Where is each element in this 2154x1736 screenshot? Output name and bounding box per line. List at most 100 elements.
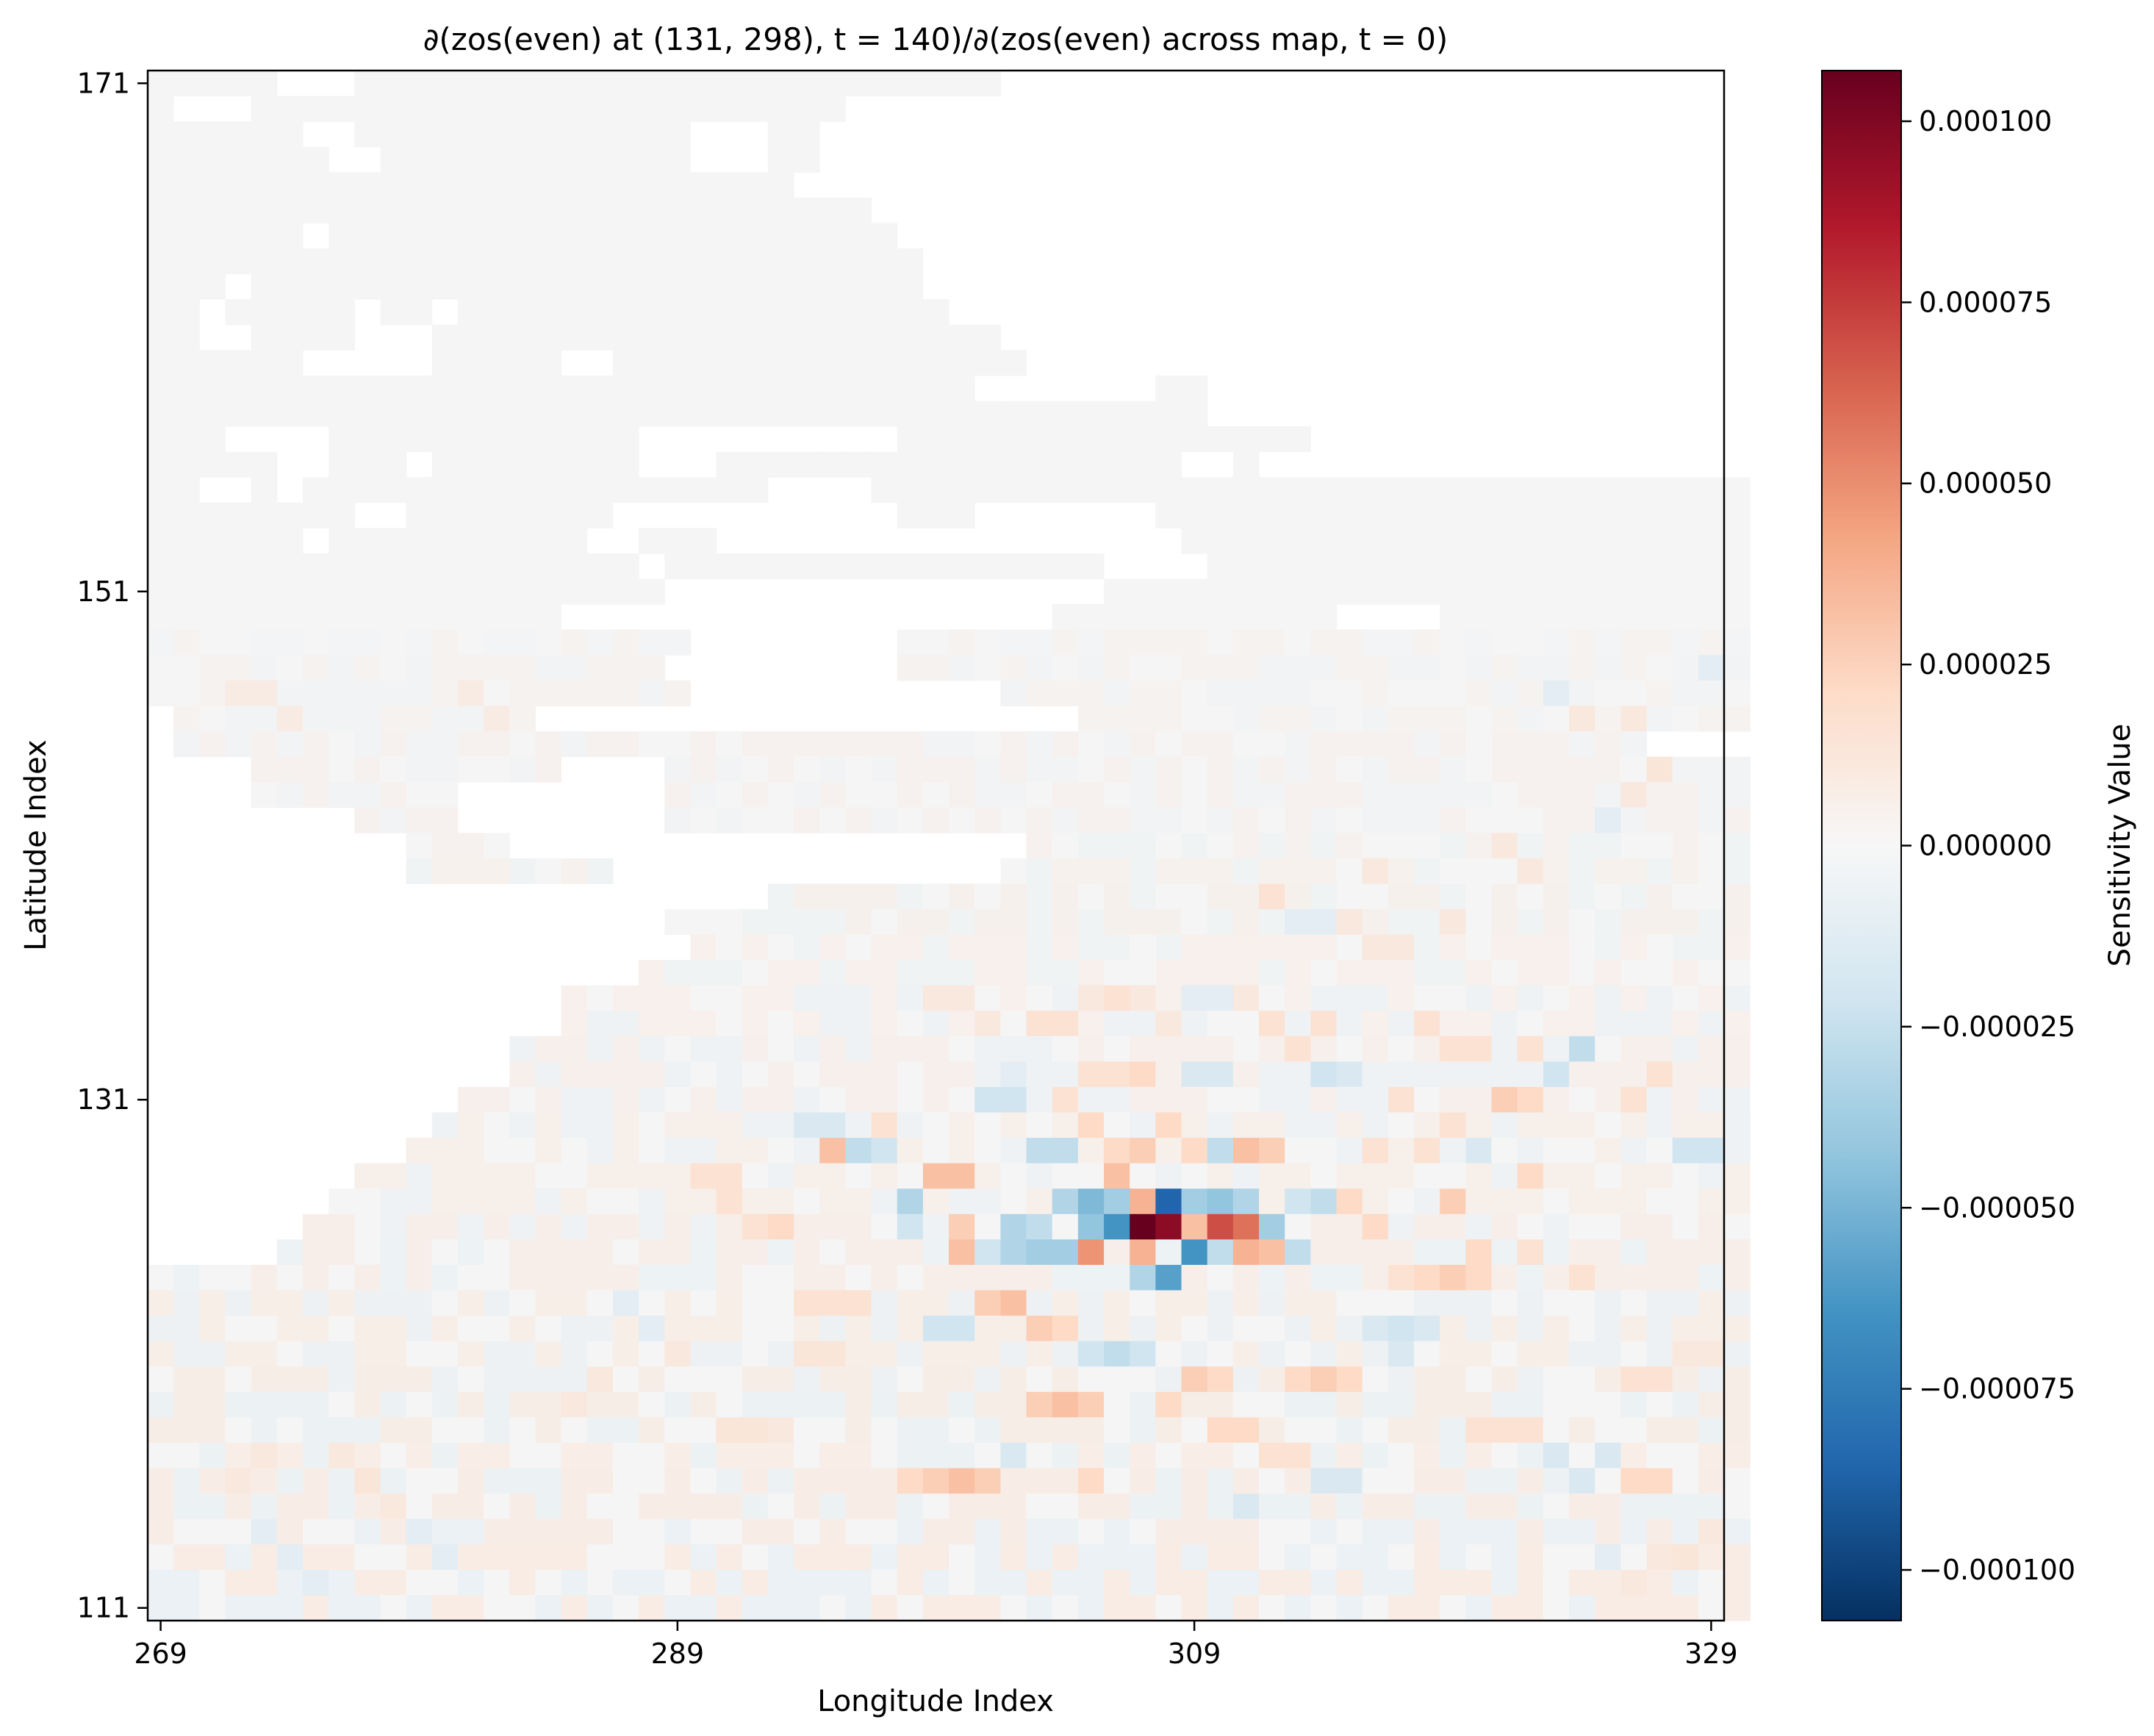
heatmap-cell (767, 1036, 794, 1062)
heatmap-cell (1310, 1290, 1338, 1316)
heatmap-cell (1026, 1366, 1053, 1393)
heatmap-cell (251, 96, 278, 122)
heatmap-cell (767, 1316, 794, 1342)
heatmap-cell (845, 1036, 872, 1062)
heatmap-cell (664, 756, 692, 783)
heatmap-cell (819, 1138, 847, 1164)
heatmap-cell (1620, 706, 1648, 732)
heatmap-cell (509, 528, 536, 554)
heatmap-cell (1465, 1188, 1493, 1215)
heatmap-cell (897, 1290, 924, 1316)
heatmap-cell (1491, 908, 1518, 936)
heatmap-cell (1310, 1518, 1338, 1545)
heatmap-cell (1310, 1366, 1338, 1393)
heatmap-cell (1440, 1569, 1466, 1596)
heatmap-cell (1207, 1468, 1234, 1494)
heatmap-cell (1232, 960, 1260, 986)
heatmap-cell (1620, 985, 1648, 1011)
heatmap-cell (329, 1264, 355, 1291)
heatmap-cell (561, 985, 588, 1011)
heatmap-cell (1155, 1595, 1182, 1621)
heatmap-cell (561, 121, 588, 148)
heatmap-cell (509, 756, 536, 783)
heatmap-cell (1672, 553, 1699, 580)
heatmap-cell (1310, 528, 1338, 554)
heatmap-cell (1259, 782, 1285, 808)
heatmap-cell (561, 858, 588, 884)
heatmap-cell (767, 960, 794, 986)
heatmap-cell (509, 1239, 536, 1266)
heatmap-cell (1595, 1213, 1621, 1240)
heatmap-cell (1414, 1163, 1440, 1189)
heatmap-cell (1620, 731, 1648, 758)
colorbar-tick-label: 0.000025 (1919, 648, 2052, 681)
heatmap-cell (225, 680, 252, 706)
heatmap-cell (664, 1366, 692, 1393)
heatmap-cell (509, 858, 536, 884)
heatmap-cell (1052, 1493, 1079, 1520)
heatmap-cell (1362, 782, 1389, 808)
heatmap-cell (1285, 1163, 1311, 1189)
heatmap-cell (1362, 985, 1389, 1011)
heatmap-cell (794, 1112, 820, 1138)
heatmap-cell (1207, 477, 1234, 503)
heatmap-cell (1465, 782, 1493, 808)
heatmap-cell (716, 1366, 743, 1393)
heatmap-cell (767, 350, 794, 376)
heatmap-cell (1336, 1112, 1363, 1138)
heatmap-cell (974, 477, 1002, 503)
heatmap-cell (1181, 502, 1208, 528)
heatmap-cell (949, 985, 975, 1011)
heatmap-cell (1517, 1341, 1544, 1367)
heatmap-cell (1620, 502, 1648, 528)
heatmap-cell (1130, 1239, 1156, 1266)
heatmap-cell (380, 1544, 407, 1571)
heatmap-cell (1543, 604, 1570, 631)
heatmap-cell (767, 71, 794, 97)
heatmap-cell (276, 401, 304, 427)
heatmap-cell (1414, 807, 1440, 833)
heatmap-cell (1362, 1213, 1389, 1240)
heatmap-cell (484, 223, 510, 249)
heatmap-cell (329, 706, 355, 732)
heatmap-cell (819, 1569, 847, 1596)
heatmap-cell (1077, 807, 1105, 833)
heatmap-cell (199, 604, 226, 631)
heatmap-cell (1698, 1316, 1725, 1342)
heatmap-cell (1595, 858, 1621, 884)
heatmap-cell (354, 197, 381, 224)
heatmap-cell (1465, 1341, 1493, 1367)
heatmap-cell (1259, 502, 1285, 528)
heatmap-cell (457, 1086, 484, 1113)
heatmap-cell (1077, 1468, 1105, 1494)
heatmap-cell (1362, 1011, 1389, 1037)
heatmap-cell (1362, 1468, 1389, 1494)
heatmap-cell (276, 629, 304, 656)
heatmap-cell (845, 1239, 872, 1266)
heatmap-cell (845, 553, 872, 580)
heatmap-cell (431, 1138, 459, 1164)
heatmap-cell (484, 553, 510, 580)
heatmap-cell (329, 629, 355, 656)
heatmap-cell (1310, 731, 1338, 758)
heatmap-cell (664, 146, 692, 173)
heatmap-cell (1310, 1112, 1338, 1138)
heatmap-cell (1620, 629, 1648, 656)
heatmap-cell (431, 1544, 459, 1571)
heatmap-cell (1491, 985, 1518, 1011)
heatmap-cell (199, 451, 226, 478)
heatmap-cell (173, 324, 200, 351)
heatmap-cell (276, 680, 304, 706)
heatmap-cell (1698, 1086, 1725, 1113)
heatmap-cell (949, 782, 975, 808)
heatmap-cell (380, 96, 407, 122)
heatmap-cell (1104, 833, 1130, 859)
heatmap-cell (199, 1290, 226, 1316)
heatmap-cell (664, 1544, 692, 1571)
heatmap-cell (1026, 401, 1053, 427)
heatmap-cell (1285, 629, 1311, 656)
heatmap-cell (664, 1112, 692, 1138)
heatmap-cell (225, 350, 252, 376)
heatmap-cell (535, 299, 562, 326)
heatmap-cell (148, 248, 174, 275)
